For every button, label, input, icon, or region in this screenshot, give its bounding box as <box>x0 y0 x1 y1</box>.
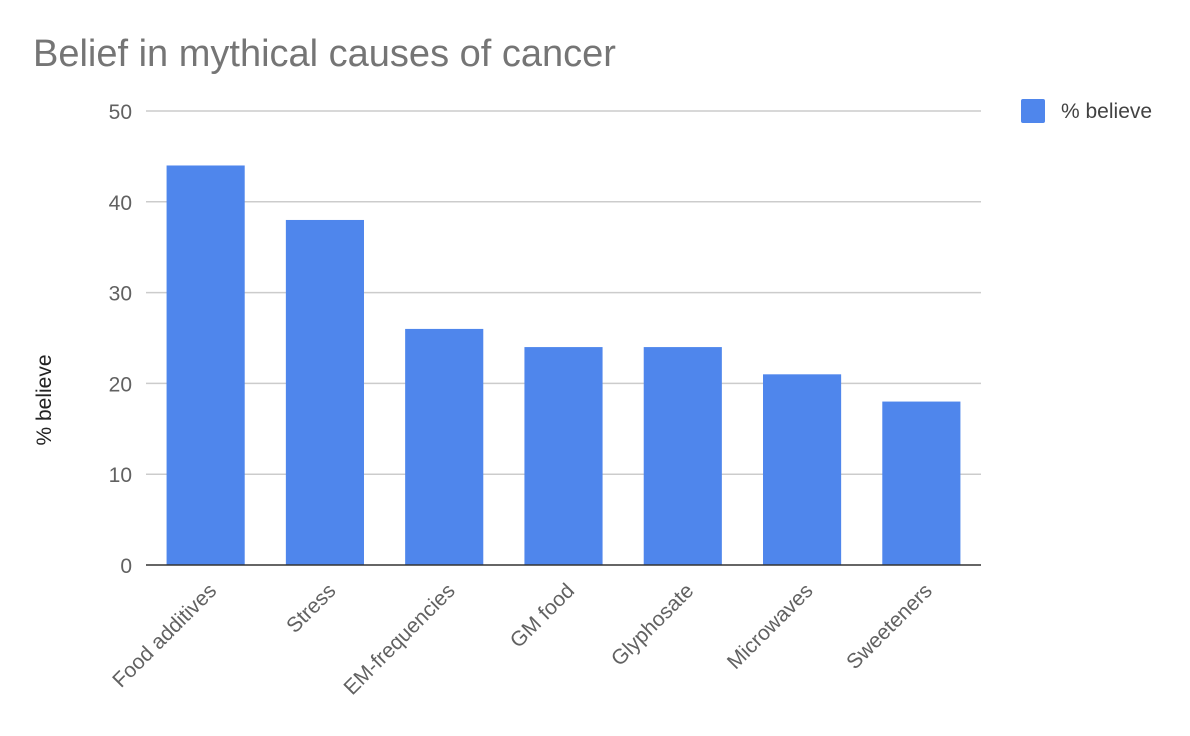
bar <box>524 347 603 565</box>
bars <box>166 165 961 566</box>
x-tick-label: Food additives <box>108 579 221 692</box>
x-tick-label: Microwaves <box>723 579 818 674</box>
chart-title: Belief in mythical causes of cancer <box>33 33 616 75</box>
y-tick-label: 0 <box>120 555 132 578</box>
x-tick-label: Sweeteners <box>842 579 937 674</box>
y-tick-label: 30 <box>109 283 132 306</box>
y-axis-label: % believe <box>33 354 56 445</box>
x-tick-label: GM food <box>506 579 579 652</box>
bar <box>643 347 722 565</box>
bar <box>763 374 842 565</box>
y-tick-label: 20 <box>109 373 132 396</box>
y-tick-label: 50 <box>109 101 132 124</box>
bar <box>166 165 245 566</box>
legend: % believe <box>1021 99 1152 123</box>
bar <box>882 401 961 565</box>
legend-label: % believe <box>1061 100 1152 123</box>
y-tick-label: 40 <box>109 192 132 215</box>
y-axis-ticks: 0 10 20 30 40 50 <box>109 101 132 578</box>
x-tick-label: Glyphosate <box>607 579 698 670</box>
x-tick-label: Stress <box>282 579 340 637</box>
bar <box>405 328 484 565</box>
x-tick-label: EM-frequencies <box>339 579 459 699</box>
x-axis-labels: Food additives Stress EM-frequencies GM foo… <box>108 579 937 699</box>
gridlines <box>146 110 981 475</box>
bar <box>285 219 364 565</box>
legend-swatch <box>1021 99 1045 123</box>
y-tick-label: 10 <box>109 464 132 487</box>
